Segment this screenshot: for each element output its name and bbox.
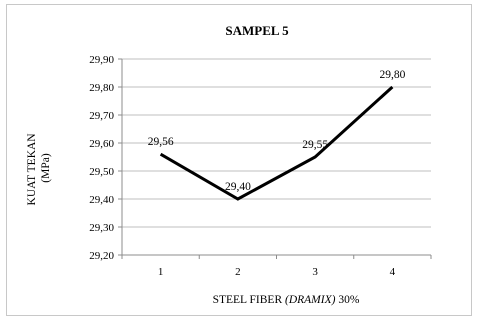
x-tick-label: 2	[235, 266, 241, 278]
y-axis-label: KUAT TEKAN (MPa)	[26, 131, 52, 206]
y-axis-label-line1: KUAT TEKAN	[26, 133, 38, 206]
grid-lines	[118, 58, 431, 256]
y-axis-ticks: 29,20 29,30 29,40 29,50 29,60 29,70 29,80 29,90	[89, 54, 114, 262]
x-axis-ticks: 1 2 3 4	[121, 255, 432, 278]
x-tick-label: 1	[158, 266, 164, 278]
y-tick-label: 29,70	[89, 110, 114, 122]
y-tick-label: 29,20	[89, 250, 114, 262]
data-label: 29,56	[148, 136, 174, 148]
y-tick-label: 29,60	[89, 138, 114, 150]
series-line	[159, 85, 394, 201]
x-axis-label-main: STEEL FIBER	[213, 294, 285, 306]
data-label: 29,55	[302, 139, 328, 151]
y-tick-label: 29,80	[89, 82, 114, 94]
x-tick-label: 4	[390, 266, 396, 278]
y-tick-label: 29,40	[89, 194, 114, 206]
x-axis-label-suffix: 30%	[338, 294, 360, 306]
y-tick-label: 29,90	[89, 54, 114, 66]
y-tick-label: 29,50	[89, 166, 114, 178]
data-label: 29,80	[379, 69, 405, 81]
chart-title: SAMPEL 5	[225, 23, 289, 38]
data-labels: 29,56 29,40 29,55 29,80	[148, 69, 406, 193]
y-axis-label-line2: (MPa)	[40, 153, 52, 183]
x-axis-label-italic: (DRAMIX)	[285, 294, 336, 306]
data-label: 29,40	[225, 181, 251, 193]
y-tick-label: 29,30	[89, 222, 114, 234]
x-axis-label: STEEL FIBER (DRAMIX) 30%	[213, 294, 360, 306]
x-tick-label: 3	[312, 266, 318, 278]
chart-frame	[6, 4, 472, 316]
